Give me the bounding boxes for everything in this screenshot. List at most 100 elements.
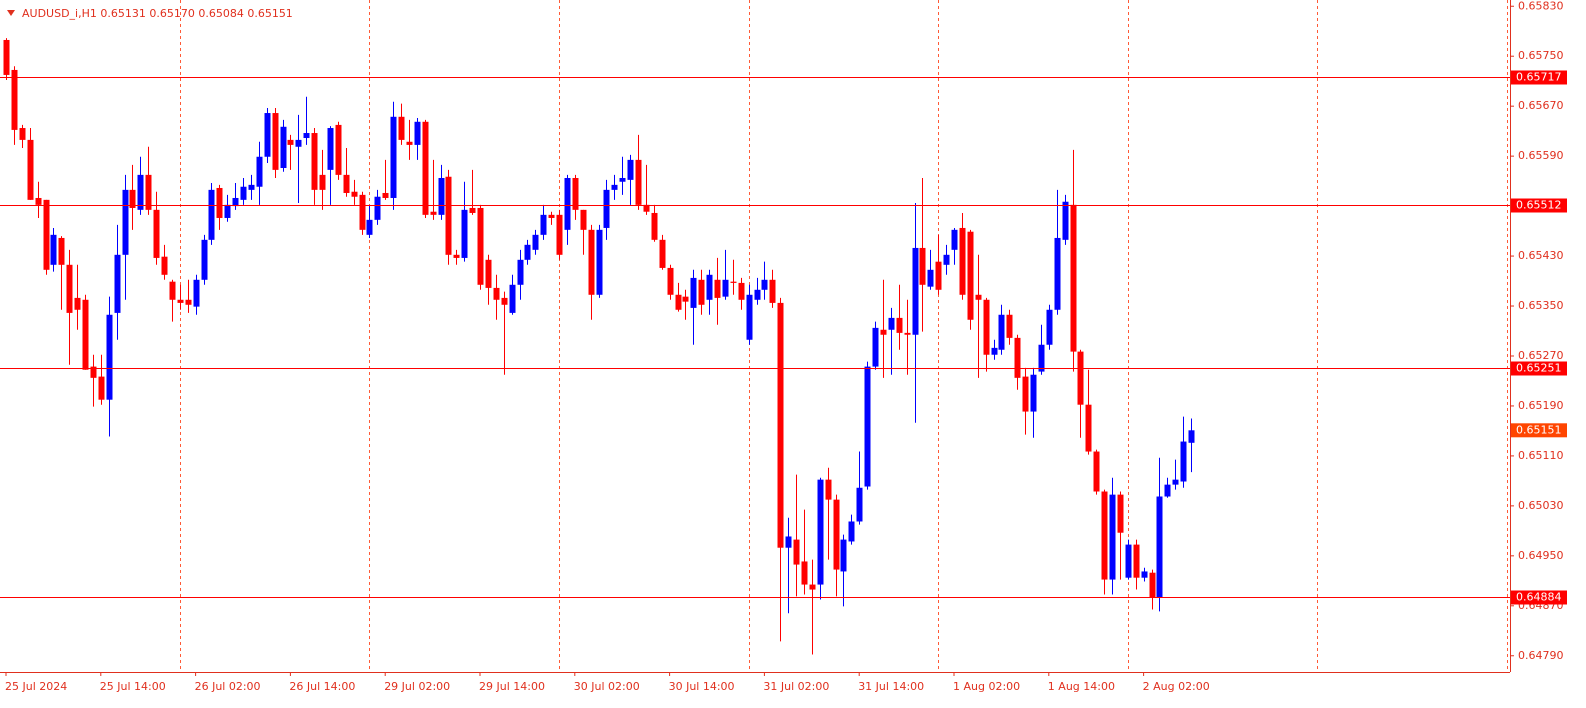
candle-body (248, 184, 255, 190)
candle-body (382, 192, 389, 198)
candle-body (422, 121, 429, 215)
candle-body (185, 299, 192, 305)
candle-body (1156, 496, 1163, 598)
candle-body (564, 177, 571, 230)
candle-body (588, 229, 595, 295)
candle-body (991, 347, 998, 355)
candle-body (169, 281, 176, 300)
candle-body (1062, 201, 1069, 240)
candle-body (1022, 376, 1029, 412)
candle-body (295, 139, 302, 147)
candle-body (611, 184, 618, 190)
chart-title: AUDUSD_i,H1 0.65131 0.65170 0.65084 0.65… (22, 7, 293, 20)
candle-body (414, 121, 421, 145)
candle-body (975, 294, 982, 300)
candle-body (793, 539, 800, 565)
candle-body (66, 264, 73, 313)
candle-body (1133, 544, 1140, 578)
candle-body (761, 279, 768, 290)
candle-body (643, 204, 650, 212)
candle-body (485, 259, 492, 288)
candle-body (1141, 571, 1148, 578)
level-label: 0.65251 (1516, 362, 1562, 375)
candle-body (1006, 314, 1013, 338)
candle-body (74, 297, 81, 310)
candle-body (240, 186, 247, 200)
candle-body (1054, 237, 1061, 310)
current-price-box (1511, 423, 1567, 438)
candle-body (825, 479, 832, 500)
candle-body (469, 207, 476, 213)
y-tick-label: 0.65350 (1518, 299, 1564, 312)
candle-body (359, 194, 366, 230)
y-tick-label: 0.65590 (1518, 149, 1564, 162)
level-label: 0.64884 (1516, 591, 1562, 604)
candle-body (501, 297, 508, 305)
candle-body (896, 317, 903, 333)
candle-body (714, 279, 721, 298)
candle-body (406, 141, 413, 145)
candle-body (951, 229, 958, 250)
candle-body (730, 281, 737, 283)
x-tick-label: 26 Jul 14:00 (289, 680, 355, 693)
candle-body (50, 234, 57, 265)
candle-body (137, 174, 144, 210)
candle-body (3, 39, 10, 75)
candle-body (232, 197, 239, 207)
candle-body (1172, 479, 1179, 485)
x-tick-label: 30 Jul 14:00 (669, 680, 735, 693)
y-tick-label: 0.65110 (1518, 449, 1564, 462)
candle-body (114, 254, 121, 313)
candle-body (888, 317, 895, 330)
candle-body (959, 227, 966, 295)
candle-body (856, 487, 863, 522)
candle-body (833, 499, 840, 570)
candle-body (619, 177, 626, 182)
y-tick-label: 0.65270 (1518, 349, 1564, 362)
candle-body (319, 174, 326, 190)
candle-body (548, 214, 555, 218)
y-tick-label: 0.65670 (1518, 99, 1564, 112)
level-label-box (1511, 198, 1567, 213)
symbol-menu-icon[interactable] (7, 10, 15, 16)
candle-body (390, 116, 397, 198)
candle-body (224, 204, 231, 218)
candle-body (904, 332, 911, 335)
candle-body (738, 282, 745, 300)
x-tick-label: 30 Jul 02:00 (574, 680, 640, 693)
candle-body (524, 244, 531, 260)
candle-body (777, 302, 784, 548)
level-label-box (1511, 590, 1567, 605)
level-label-box (1511, 70, 1567, 85)
x-tick-label: 26 Jul 02:00 (195, 680, 261, 693)
candle-body (935, 261, 942, 290)
candle-body (517, 259, 524, 285)
candle-body (351, 191, 358, 197)
candle-body (785, 536, 792, 548)
y-tick-label: 0.65190 (1518, 399, 1564, 412)
candle-body (129, 189, 136, 208)
candle-body (90, 366, 97, 378)
candle-body (801, 561, 808, 585)
candle-body (335, 124, 342, 175)
candle-body (1085, 404, 1092, 452)
candle-body (216, 187, 223, 218)
candle-body (746, 294, 753, 340)
y-tick-label: 0.65030 (1518, 499, 1564, 512)
candle-body (840, 539, 847, 572)
y-tick-label: 0.65750 (1518, 49, 1564, 62)
candle-body (556, 214, 563, 255)
x-tick-label: 2 Aug 02:00 (1143, 680, 1210, 693)
candle-body (848, 521, 855, 542)
candle-body (603, 189, 610, 228)
candle-body (27, 139, 34, 200)
candle-body (287, 139, 294, 145)
candle-body (82, 299, 89, 370)
candle-body (98, 376, 105, 400)
candle-body (912, 247, 919, 335)
candle-body (1093, 451, 1100, 492)
candle-body (880, 329, 887, 335)
candle-body (208, 189, 215, 240)
candle-body (509, 284, 516, 313)
